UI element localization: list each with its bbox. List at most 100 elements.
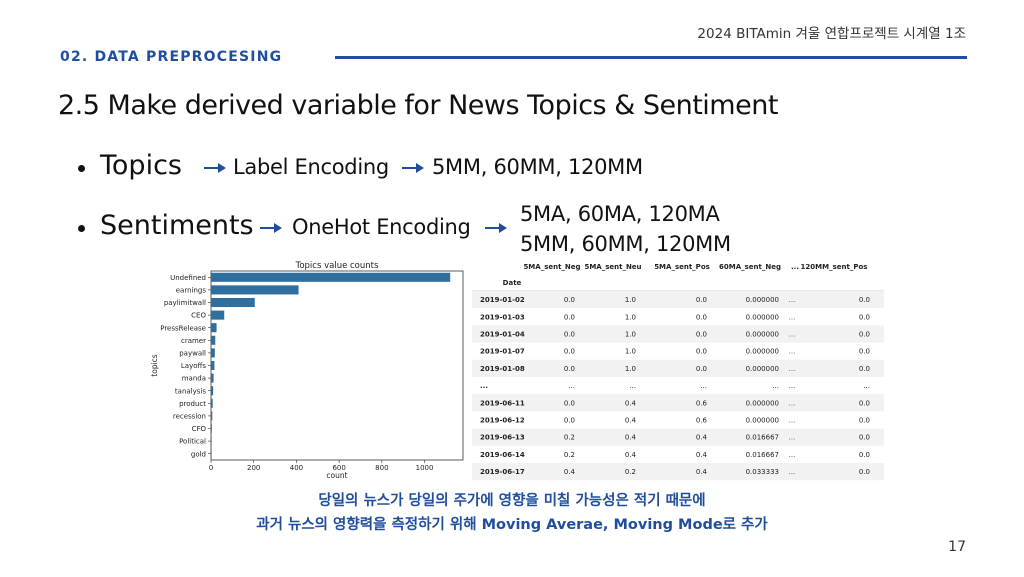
table-cell: 0.000000 [746, 365, 779, 373]
sentiments-step-mm: 5MM, 60MM, 120MM [520, 232, 731, 256]
header-course-label: 2024 BITAmin 겨울 연합프로젝트 시계열 1조 [697, 26, 966, 42]
table-cell: 0.0 [564, 331, 575, 339]
table-cell: ... [789, 451, 796, 459]
sentiment-table-image: 5MA_sent_Neg 5MA_sent_Neu 5MA_sent_Pos 60MA… [472, 259, 884, 481]
table-cell: 0.000000 [746, 313, 779, 321]
table-row [472, 411, 884, 429]
table-cell: 1.0 [625, 331, 636, 339]
table-cell: 0.0 [696, 296, 707, 304]
table-cell: 1.0 [625, 365, 636, 373]
table-cell: 0.000000 [746, 417, 779, 425]
chart-bar [211, 436, 212, 446]
sentiments-step-encoding: OneHot Encoding [292, 215, 471, 239]
chart-bar [211, 386, 214, 396]
table-cell: 0.0 [859, 399, 870, 407]
slide-title: 2.5 Make derived variable for News Topic… [58, 90, 778, 121]
table-cell: 0.033333 [746, 468, 779, 476]
table-cell: ... [772, 382, 779, 390]
topics-step-encoding: Label Encoding [233, 155, 389, 179]
chart-category-label: recession [173, 413, 206, 421]
table-cell: ... [789, 434, 796, 442]
table-column-header: 5MA_sent_Neu [584, 263, 641, 271]
chart-bar [211, 335, 216, 345]
table-row [472, 394, 884, 412]
table-cell: ... [629, 382, 636, 390]
table-row [472, 342, 884, 360]
chart-bar [211, 348, 215, 358]
bullet-dot [78, 225, 85, 232]
table-cell: 0.0 [859, 296, 870, 304]
table-cell: 0.4 [696, 451, 708, 459]
sentiments-step-ma: 5MA, 60MA, 120MA [520, 202, 720, 226]
chart-category-label: paywall [179, 350, 206, 358]
table-cell: 0.0 [859, 365, 870, 373]
table-cell: 0.0 [696, 331, 707, 339]
table-cell: 0.000000 [746, 399, 779, 407]
table-row-index: 2019-06-13 [480, 434, 525, 442]
chart-bar [211, 411, 213, 421]
table-cell: 0.4 [696, 434, 708, 442]
chart-bar [211, 398, 213, 408]
chart-title: Topics value counts [295, 261, 379, 271]
table-row-index: 2019-01-04 [480, 331, 525, 339]
table-cell: ... [789, 296, 796, 304]
page-number: 17 [948, 539, 966, 555]
chart-xtick-label: 0 [209, 464, 213, 472]
table-row-index: 2019-01-07 [480, 348, 525, 356]
table-cell: ... [789, 365, 796, 373]
table-cell: 1.0 [625, 348, 636, 356]
chart-bar [211, 323, 217, 333]
table-cell: ... [789, 348, 796, 356]
table-cell: 0.0 [564, 417, 575, 425]
chart-bar [211, 297, 255, 308]
chart-xtick-label: 800 [375, 464, 388, 472]
chart-category-label: manda [182, 375, 206, 383]
chart-category-label: paylimitwall [164, 299, 206, 307]
chart-xtick-label: 600 [332, 464, 345, 472]
table-cell: 1.0 [625, 296, 636, 304]
table-cell: 0.4 [696, 468, 708, 476]
section-label: 02. DATA PREPROCESING [60, 49, 283, 65]
bullet-dot [78, 165, 85, 172]
table-cell: ... [789, 399, 796, 407]
table-cell: ... [789, 382, 796, 390]
arrow-right-icon [402, 161, 424, 175]
table-cell: ... [700, 382, 707, 390]
table-row [472, 428, 884, 446]
table-cell: 0.0 [696, 365, 707, 373]
table-cell: 0.016667 [746, 451, 779, 459]
table-cell: 0.4 [564, 468, 576, 476]
table-cell: 0.2 [625, 468, 636, 476]
chart-xtick-label: 1000 [416, 464, 434, 472]
table-column-header: 5MA_sent_Neg [523, 263, 580, 271]
caption-line-2: 과거 뉴스의 영향력을 측정하기 위해 Moving Averae, Movin… [256, 517, 768, 533]
table-cell: 0.4 [625, 417, 637, 425]
chart-category-label: CEO [191, 312, 206, 320]
table-cell: 1.0 [625, 313, 636, 321]
table-cell: 0.0 [564, 313, 575, 321]
table-cell: 0.0 [564, 399, 575, 407]
table-cell: 0.2 [564, 451, 575, 459]
table-cell: 0.0 [859, 313, 870, 321]
chart-xtick-label: 200 [247, 464, 260, 472]
table-cell: 0.0 [564, 296, 575, 304]
chart-bar [211, 272, 451, 282]
topics-bar-chart: Topics value counts Undefined earnings payl… [145, 259, 464, 481]
table-row [472, 377, 884, 395]
table-row-index: 2019-06-11 [480, 399, 525, 407]
chart-xtick-label: 400 [290, 464, 303, 472]
table-row-index: 2019-06-14 [480, 451, 525, 459]
topics-step-windows: 5MM, 60MM, 120MM [432, 155, 643, 179]
table-cell: ... [789, 417, 796, 425]
bullet-sentiments-label: Sentiments [100, 210, 254, 241]
table-cell: 0.016667 [746, 434, 779, 442]
table-cell: 0.4 [625, 399, 637, 407]
table-row [472, 291, 884, 309]
table-cell: 0.0 [859, 451, 870, 459]
chart-category-label: Undefined [170, 274, 206, 282]
chart-bar [211, 423, 212, 434]
chart-category-label: CFO [192, 425, 207, 433]
table-row [472, 445, 884, 463]
table-cell: 0.000000 [746, 296, 779, 304]
table-row [472, 325, 884, 343]
